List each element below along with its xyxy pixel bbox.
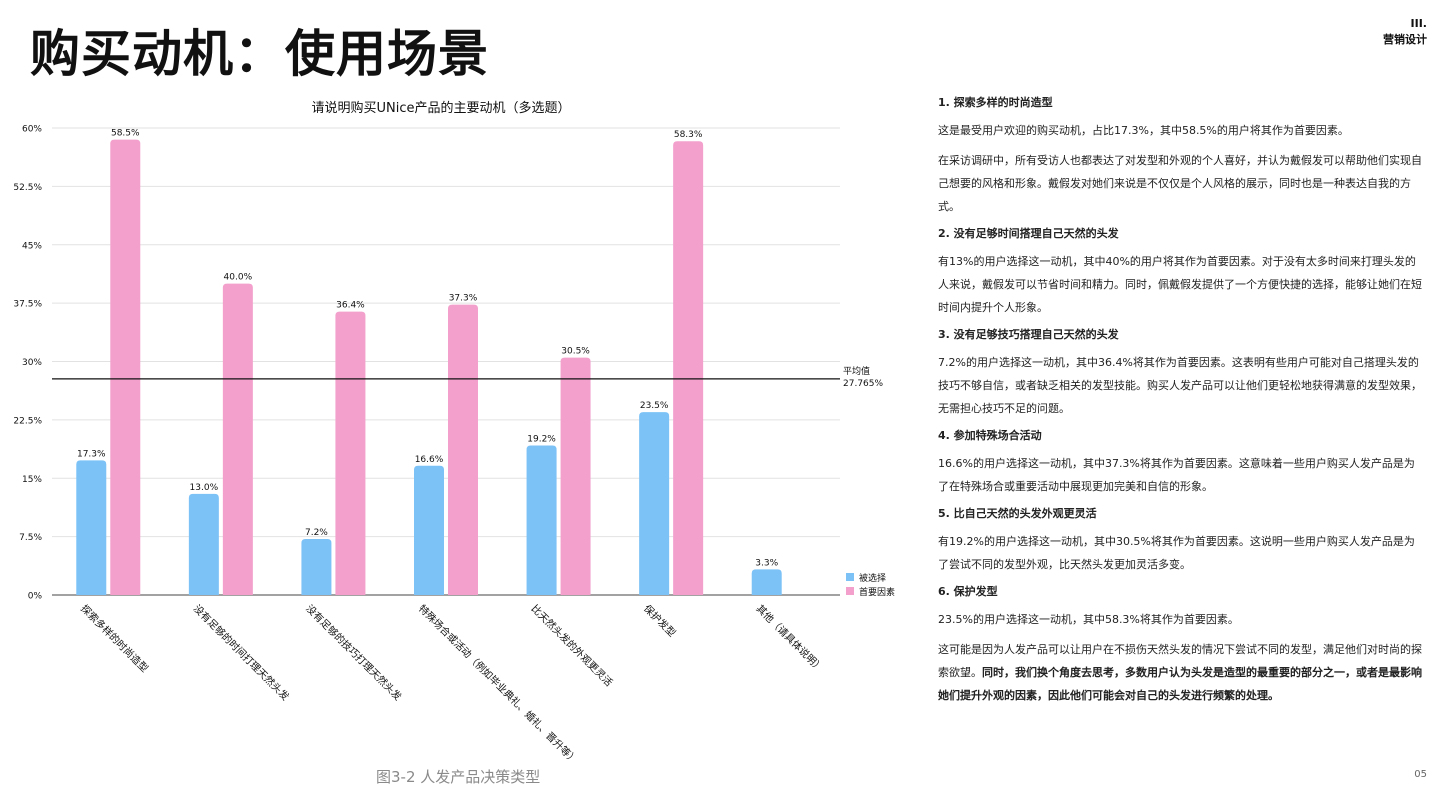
data-label: 58.5% bbox=[111, 129, 140, 139]
section-heading: 2. 没有足够时间搭理自己天然的头发 bbox=[938, 227, 1119, 240]
bar-selected bbox=[526, 445, 557, 595]
bar-primary-factor bbox=[448, 304, 478, 595]
section-paragraph: 16.6%的用户选择这一动机，其中37.3%将其作为首要因素。这意味着一些用户购… bbox=[938, 457, 1415, 493]
data-label: 36.4% bbox=[336, 301, 365, 311]
average-label-title: 平均值 bbox=[843, 365, 870, 377]
section-heading: 3. 没有足够技巧搭理自己天然的头发 bbox=[938, 328, 1119, 341]
y-tick-label: 15% bbox=[22, 475, 42, 485]
bar-selected bbox=[414, 465, 444, 595]
x-category-label: 探索多样的时尚造型 bbox=[78, 602, 151, 675]
data-label: 13.0% bbox=[190, 483, 219, 493]
x-category-label: 其他（请具体说明） bbox=[754, 602, 827, 675]
section-name: 营销设计 bbox=[1383, 33, 1427, 46]
section-paragraph: 23.5%的用户选择这一动机，其中58.3%将其作为首要因素。 bbox=[938, 613, 1239, 626]
average-label-value: 27.765% bbox=[843, 379, 883, 389]
legend-swatch bbox=[846, 573, 854, 581]
y-tick-label: 60% bbox=[22, 125, 42, 135]
y-tick-label: 52.5% bbox=[13, 183, 42, 193]
bar-primary-factor bbox=[673, 141, 704, 595]
section-paragraph: 有19.2%的用户选择这一动机，其中30.5%将其作为首要因素。这说明一些用户购… bbox=[938, 535, 1415, 571]
bar-selected bbox=[639, 412, 670, 595]
bar-primary-factor bbox=[222, 283, 253, 595]
data-label: 17.3% bbox=[77, 449, 106, 459]
section-heading: 5. 比自己天然的头发外观更灵活 bbox=[938, 507, 1097, 520]
analysis-text-panel: 1. 探索多样的时尚造型这是最受用户欢迎的购买动机，占比17.3%，其中58.5… bbox=[938, 94, 1424, 714]
final-text-emphasis: 同时，我们换个角度去思考，多数用户认为头发是造型的最重要的部分之一，或者是最影响… bbox=[938, 666, 1422, 702]
page-number: 05 bbox=[1414, 769, 1427, 780]
data-label: 58.3% bbox=[674, 130, 703, 140]
x-category-label: 没有足够的时间打理天然头发 bbox=[191, 602, 292, 703]
legend-label: 被选择 bbox=[859, 572, 886, 584]
data-label: 16.6% bbox=[415, 455, 444, 465]
data-label: 23.5% bbox=[640, 401, 669, 411]
x-category-label: 保护发型 bbox=[641, 602, 678, 639]
data-label: 40.0% bbox=[224, 273, 253, 283]
bar-chart: 请说明购买UNice产品的主要动机（多选题） 0% 7.5% 15% 22.5% 30% 3… bbox=[13, 100, 895, 760]
data-label: 30.5% bbox=[561, 347, 590, 357]
page-title: 购买动机：使用场景 bbox=[30, 25, 489, 83]
final-text: 这可能是因为人发产品可以让用户在不损伤天然头发的情况下尝试不同的发型，满足他们对… bbox=[938, 643, 1422, 679]
figure-caption: 图3-2 人发产品决策类型 bbox=[376, 768, 541, 786]
section-paragraph: 在采访调研中，所有受访人也都表达了对发型和外观的个人喜好，并认为戴假发可以帮助他… bbox=[938, 154, 1422, 213]
bar-selected bbox=[188, 493, 219, 595]
data-label: 3.3% bbox=[755, 558, 778, 568]
bar-selected bbox=[751, 569, 782, 595]
section-label: III. 营销设计 bbox=[1383, 16, 1427, 48]
bar-selected bbox=[76, 460, 107, 595]
bar-primary-factor bbox=[110, 139, 141, 596]
y-tick-label: 30% bbox=[22, 358, 42, 368]
bar-primary-factor bbox=[560, 357, 591, 595]
data-label: 37.3% bbox=[449, 294, 478, 304]
data-label: 19.2% bbox=[527, 435, 556, 445]
legend-label: 首要因素 bbox=[859, 586, 895, 598]
section-heading: 1. 探索多样的时尚造型 bbox=[938, 96, 1053, 109]
y-tick-label: 7.5% bbox=[19, 533, 42, 543]
section-heading: 4. 参加特殊场合活动 bbox=[938, 429, 1042, 442]
chart-title: 请说明购买UNice产品的主要动机（多选题） bbox=[312, 100, 571, 116]
x-category-label: 比天然头发的外观更灵活 bbox=[528, 602, 615, 689]
data-label: 7.2% bbox=[305, 528, 328, 538]
bar-primary-factor bbox=[335, 311, 366, 595]
section-number: III. bbox=[1410, 17, 1427, 30]
section-paragraph: 有13%的用户选择这一动机，其中40%的用户将其作为首要因素。对于没有太多时间来… bbox=[938, 255, 1422, 314]
y-tick-label: 22.5% bbox=[13, 416, 42, 426]
x-category-label: 没有足够的技巧打理天然头发 bbox=[303, 602, 404, 703]
section-paragraph: 这是最受用户欢迎的购买动机，占比17.3%，其中58.5%的用户将其作为首要因素… bbox=[938, 124, 1349, 137]
section-heading: 6. 保护发型 bbox=[938, 585, 998, 598]
y-tick-label: 0% bbox=[28, 592, 43, 602]
y-tick-label: 45% bbox=[22, 241, 42, 251]
y-tick-label: 37.5% bbox=[13, 300, 42, 310]
bar-selected bbox=[301, 538, 332, 595]
final-paragraph: 这可能是因为人发产品可以让用户在不损伤天然头发的情况下尝试不同的发型，满足他们对… bbox=[938, 638, 1424, 707]
section-paragraph: 7.2%的用户选择这一动机，其中36.4%将其作为首要因素。这表明有些用户可能对… bbox=[938, 356, 1422, 415]
legend-swatch bbox=[846, 587, 854, 595]
